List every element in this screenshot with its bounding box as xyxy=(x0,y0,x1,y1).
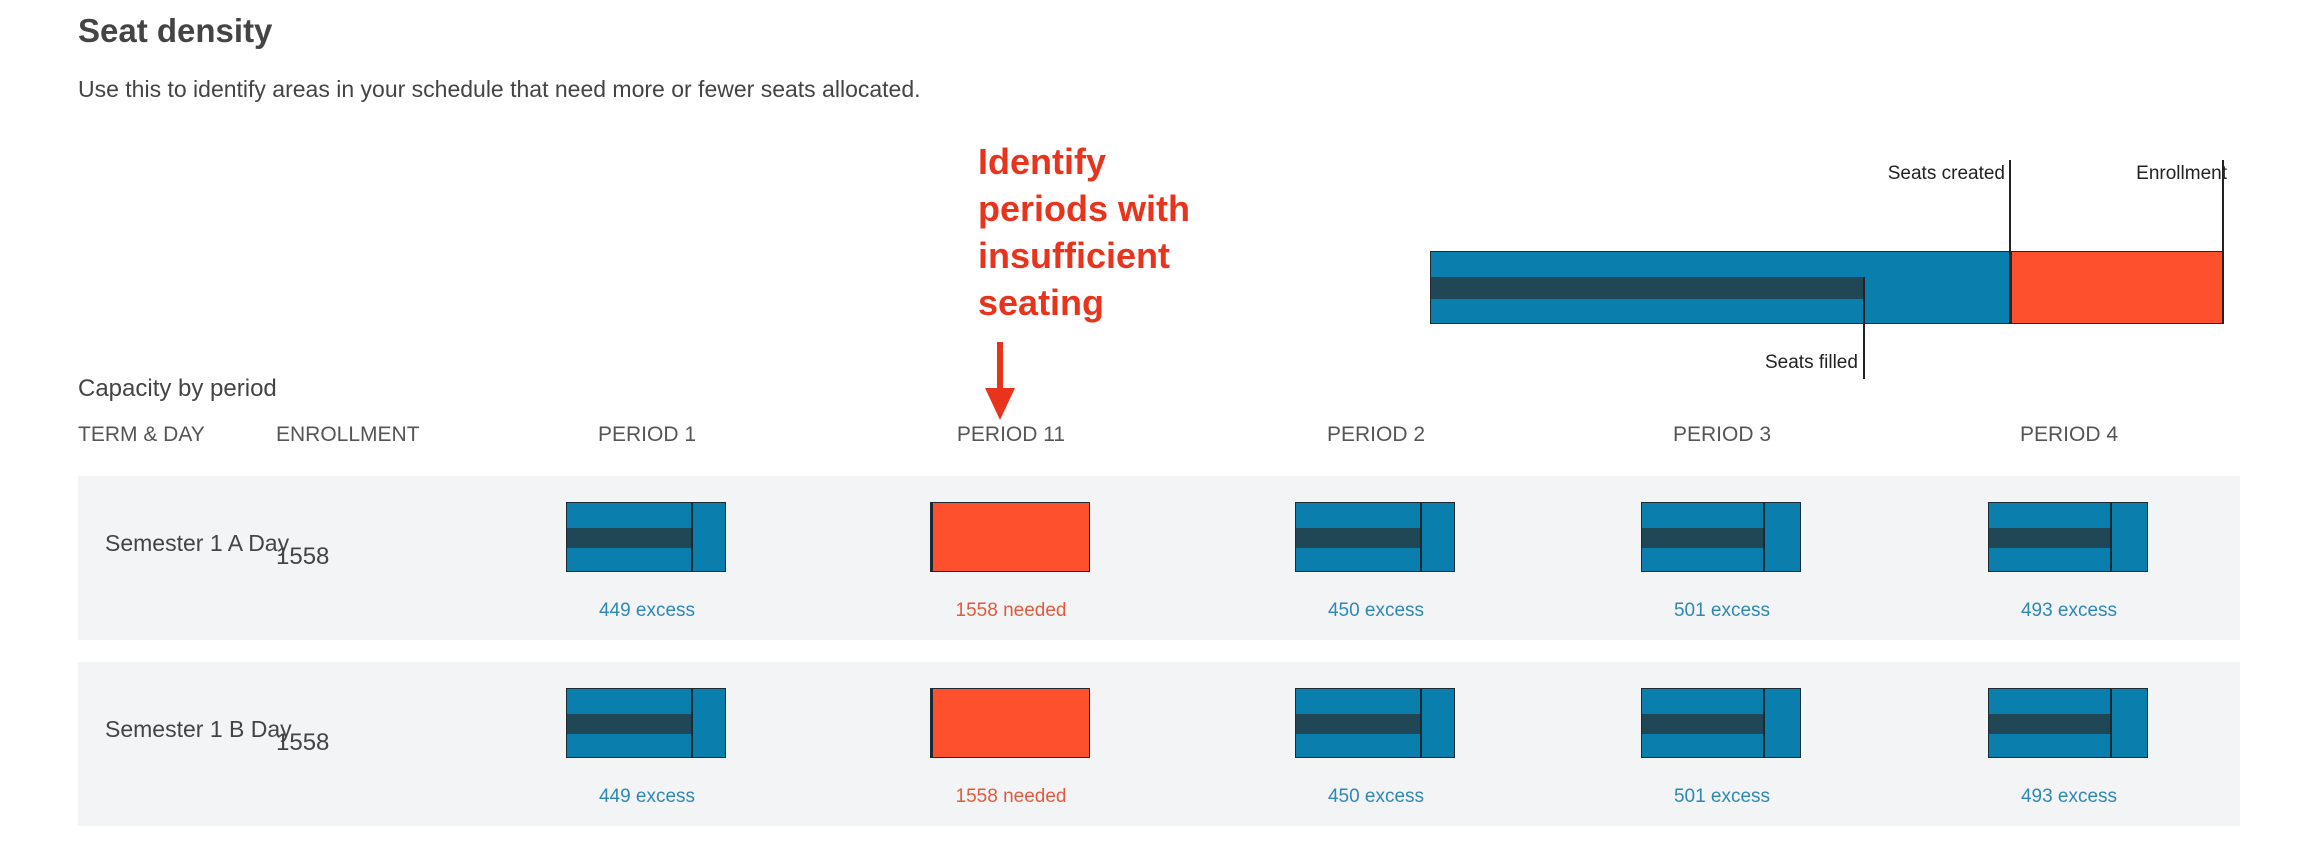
shortfall-note: 1558 needed xyxy=(955,786,1067,807)
table-row xyxy=(78,476,2240,640)
column-header-period: PERIOD 1 xyxy=(597,423,697,446)
callout-line: periods with xyxy=(978,188,1191,229)
filled-bar xyxy=(567,714,692,734)
capacity-bar[interactable] xyxy=(566,688,726,758)
legend-seats-created-line xyxy=(2009,160,2011,324)
capacity-tick xyxy=(931,503,933,571)
capacity-tick xyxy=(2110,503,2112,571)
capacity-note: 449 excess xyxy=(598,600,696,621)
capacity-bar[interactable] xyxy=(1641,688,1801,758)
capacity-tick xyxy=(691,689,693,757)
capacity-bar[interactable] xyxy=(1641,502,1801,572)
column-header-period: PERIOD 2 xyxy=(1326,423,1426,446)
row-enrollment-value: 1558 xyxy=(276,543,330,570)
filled-bar xyxy=(1989,528,2111,548)
capacity-tick xyxy=(1420,503,1422,571)
shortfall-bar[interactable] xyxy=(930,502,1090,572)
page-description: Use this to identify areas in your sched… xyxy=(78,76,921,102)
capacity-note: 450 excess xyxy=(1327,786,1425,807)
legend-filled-bar xyxy=(1431,277,1864,299)
capacity-tick xyxy=(1763,689,1765,757)
callout-line: seating xyxy=(978,282,1105,323)
capacity-note: 450 excess xyxy=(1327,600,1425,621)
capacity-note: 493 excess xyxy=(2020,600,2118,621)
shortfall-note: 1558 needed xyxy=(955,600,1067,621)
column-header-enrollment: ENROLLMENT xyxy=(276,423,420,446)
filled-bar xyxy=(1989,714,2111,734)
capacity-note: 493 excess xyxy=(2020,786,2118,807)
callout-arrow-icon xyxy=(985,342,1015,420)
column-header-period: PERIOD 3 xyxy=(1672,423,1772,446)
row-term-label: Semester 1 A Day xyxy=(105,530,290,556)
capacity-bar[interactable] xyxy=(566,502,726,572)
capacity-tick xyxy=(1763,503,1765,571)
row-enrollment-value: 1558 xyxy=(276,729,330,756)
capacity-tick xyxy=(691,503,693,571)
capacity-bar[interactable] xyxy=(1988,502,2148,572)
filled-bar xyxy=(567,528,692,548)
legend-seats-filled-label: Seats filled xyxy=(1765,352,1858,373)
column-header-term-day: TERM & DAY xyxy=(78,423,205,446)
capacity-note: 501 excess xyxy=(1673,600,1771,621)
capacity-tick xyxy=(2110,689,2112,757)
column-header-period: PERIOD 11 xyxy=(956,423,1066,446)
page-title: Seat density xyxy=(78,12,273,49)
filled-bar xyxy=(1642,528,1764,548)
row-term-label: Semester 1 B Day xyxy=(105,716,292,742)
capacity-note: 449 excess xyxy=(598,786,696,807)
callout-line: Identify xyxy=(978,141,1107,182)
shortfall-bar[interactable] xyxy=(930,688,1090,758)
capacity-bar[interactable] xyxy=(1295,688,1455,758)
filled-bar xyxy=(1296,714,1421,734)
capacity-tick xyxy=(931,689,933,757)
legend-shortfall-bar xyxy=(2011,251,2224,324)
section-title: Capacity by period xyxy=(78,375,277,402)
column-header-period: PERIOD 4 xyxy=(2019,423,2119,446)
filled-bar xyxy=(1296,528,1421,548)
capacity-note: 501 excess xyxy=(1673,786,1771,807)
table-row xyxy=(78,662,2240,826)
legend-seats-created-label: Seats created xyxy=(1887,163,2005,184)
capacity-bar[interactable] xyxy=(1295,502,1455,572)
annotation-callout: Identify periods with insufficient seati… xyxy=(978,138,1190,326)
callout-line: insufficient xyxy=(978,235,1171,276)
filled-bar xyxy=(1642,714,1764,734)
legend-enrollment-line xyxy=(2222,160,2224,324)
capacity-tick xyxy=(1420,689,1422,757)
legend-seats-filled-line xyxy=(1863,277,1865,379)
legend-enrollment-label: Enrollment xyxy=(2136,163,2227,184)
legend: Seats created Enrollment Seats filled xyxy=(1430,160,2250,380)
capacity-bar[interactable] xyxy=(1988,688,2148,758)
